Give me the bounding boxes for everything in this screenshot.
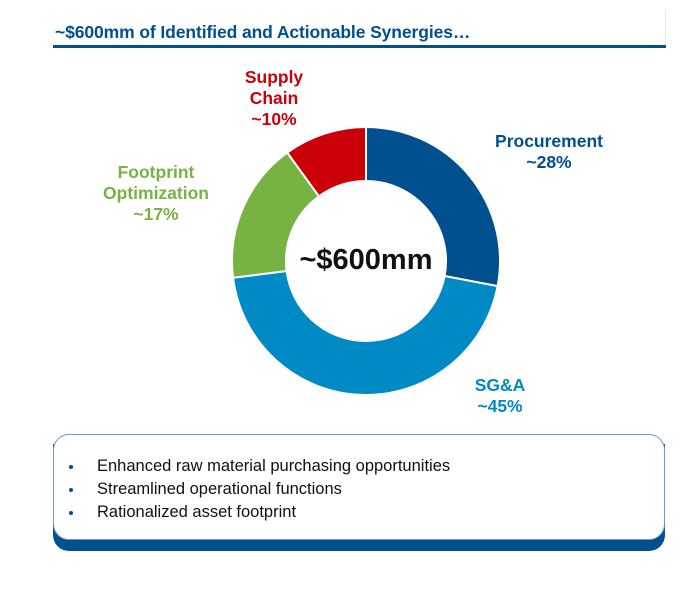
bullet-icon [69,488,73,492]
slice-label-supply-chain-name-2: Chain [249,88,299,108]
donut-slice-procurement [365,125,501,288]
title-bar: ~$600mm of Identified and Actionable Syn… [53,10,666,48]
bullet-item: Enhanced raw material purchasing opportu… [68,455,450,478]
slice-label-sga: SG&A ~45% [455,375,545,417]
slice-label-supply-chain-name-1: Supply [244,67,304,87]
slice-label-supply-chain: Supply Chain ~10% [224,67,324,130]
slice-label-procurement: Procurement ~28% [470,131,628,173]
summary-box-body: Enhanced raw material purchasing opportu… [53,434,665,540]
bullet-text: Rationalized asset footprint [97,503,297,521]
slice-label-sga-name: SG&A [474,375,526,395]
bullet-list: Enhanced raw material purchasing opportu… [68,455,450,524]
slice-label-procurement-name: Procurement [495,131,603,151]
slice-label-footprint-pct: ~17% [133,204,179,224]
page-title: ~$600mm of Identified and Actionable Syn… [55,22,471,42]
slice-label-footprint: Footprint Optimization ~17% [86,162,226,225]
slice-label-footprint-name-2: Optimization [103,183,209,203]
slice-label-supply-chain-pct: ~10% [251,109,297,129]
bullet-icon [69,511,73,515]
summary-box: Enhanced raw material purchasing opportu… [53,434,665,551]
bullet-text: Enhanced raw material purchasing opportu… [97,457,451,475]
bullet-item: Streamlined operational functions [68,478,450,501]
donut-center-label: ~$600mm [299,244,433,276]
slice-label-sga-pct: ~45% [477,396,523,416]
bullet-item: Rationalized asset footprint [68,501,450,524]
slice-label-procurement-pct: ~28% [526,152,572,172]
donut-slice-sg-a [231,269,499,396]
donut-slice-supply-chain [285,125,367,198]
slice-label-footprint-name-1: Footprint [117,162,195,182]
bullet-text: Streamlined operational functions [97,480,342,498]
bullet-icon [69,465,73,469]
